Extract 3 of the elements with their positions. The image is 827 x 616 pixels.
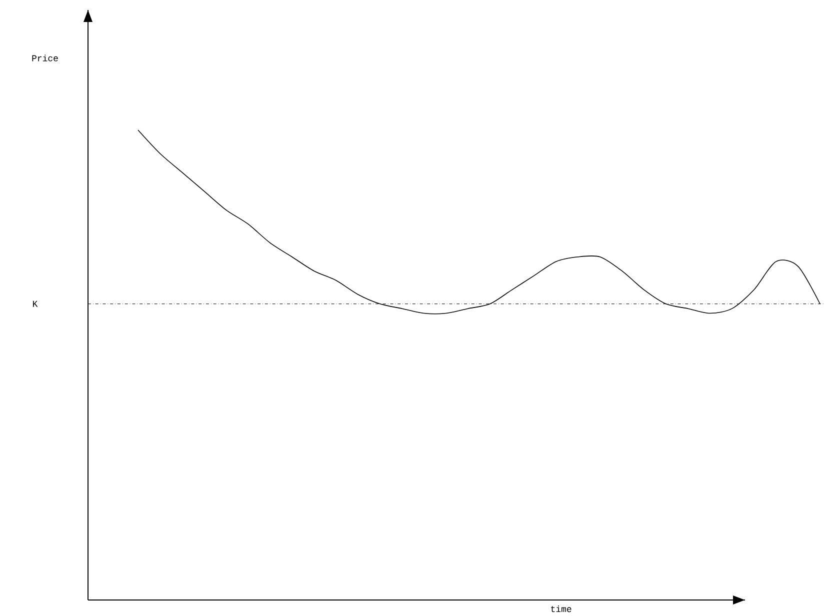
ref-line-label: K	[33, 300, 38, 307]
x-axis-title: time	[551, 606, 572, 612]
text: Price	[32, 54, 58, 62]
